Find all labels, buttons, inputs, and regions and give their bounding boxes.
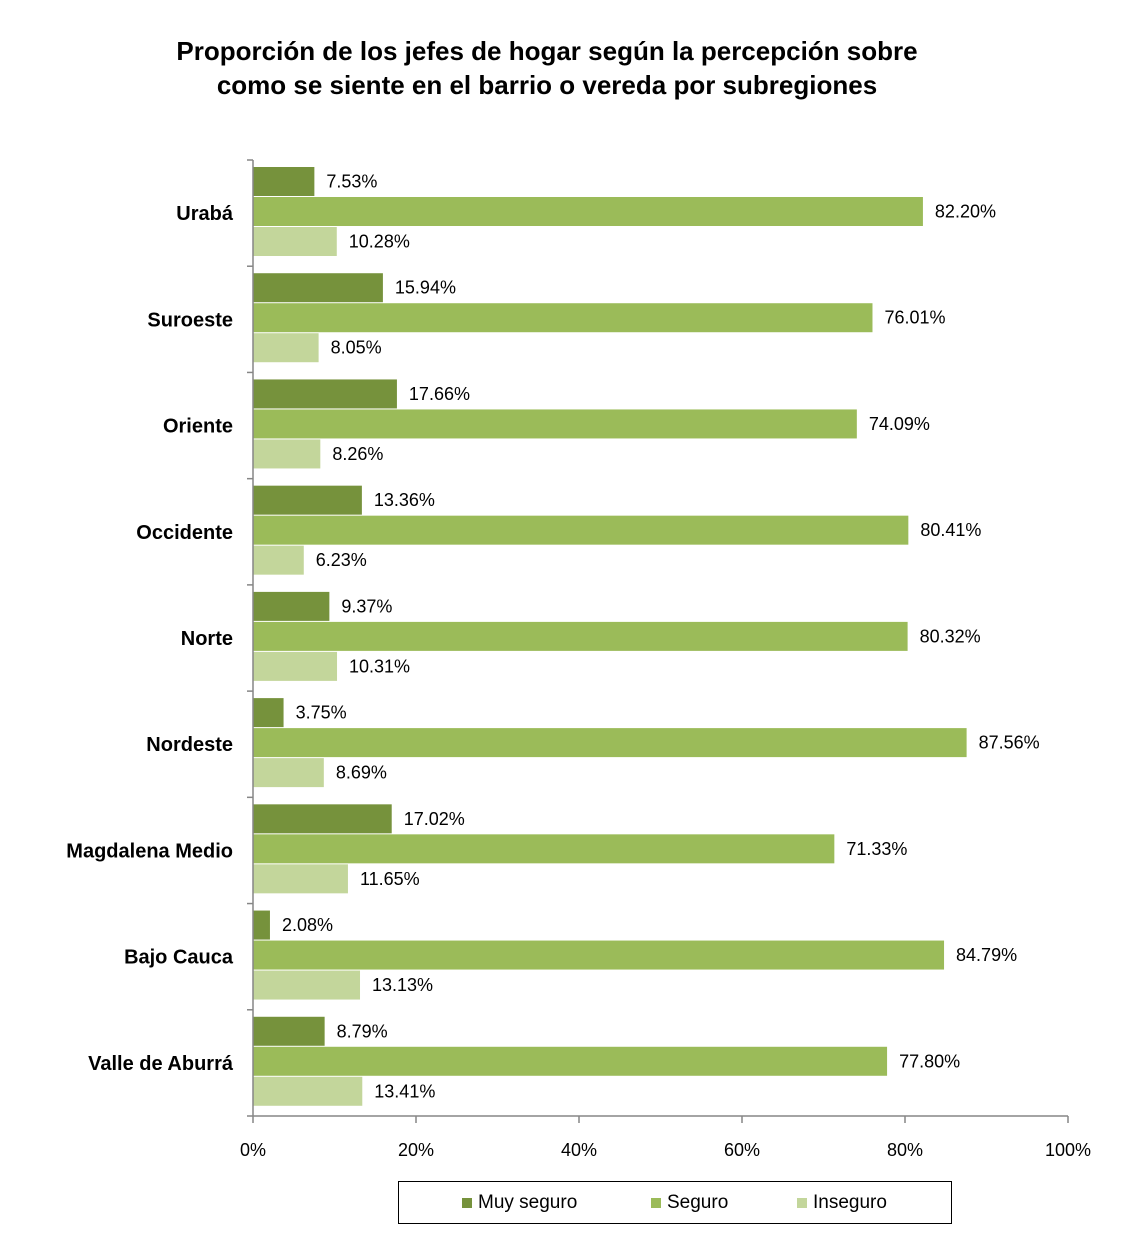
legend: Muy seguro Seguro Inseguro xyxy=(398,1181,952,1224)
bar-bajo-cauca-seguro xyxy=(253,940,945,970)
chart-title-line-2: como se siente en el barrio o vereda por… xyxy=(216,70,878,100)
data-label-oriente-inseguro: 8.26% xyxy=(332,444,383,464)
legend-label-muy-seguro: Muy seguro xyxy=(478,1192,578,1213)
chart-title: Proporción de los jefes de hogar según l… xyxy=(0,34,1094,102)
data-label-suroeste-muy-seguro: 15.94% xyxy=(395,278,456,298)
legend-item-seguro: Seguro xyxy=(651,1192,728,1214)
category-label-occidente: Occidente xyxy=(136,522,233,544)
data-label-urab--inseguro: 10.28% xyxy=(349,232,410,252)
bar-suroeste-seguro xyxy=(253,303,873,333)
bar-nordeste-inseguro xyxy=(253,758,324,788)
category-label-bajo-cauca: Bajo Cauca xyxy=(124,947,234,969)
data-label-occidente-muy-seguro: 13.36% xyxy=(374,490,435,510)
bar-occidente-inseguro xyxy=(253,545,304,575)
bar-valle-de-aburr--muy-seguro xyxy=(253,1016,325,1046)
bar-magdalena-medio-seguro xyxy=(253,834,835,864)
bar-valle-de-aburr--seguro xyxy=(253,1046,888,1076)
bar-bajo-cauca-muy-seguro xyxy=(253,910,270,940)
data-label-nordeste-muy-seguro: 3.75% xyxy=(296,703,347,723)
bar-nordeste-muy-seguro xyxy=(253,698,284,728)
data-label-bajo-cauca-muy-seguro: 2.08% xyxy=(282,915,333,935)
data-label-norte-seguro: 80.32% xyxy=(920,626,981,646)
data-label-norte-inseguro: 10.31% xyxy=(349,656,410,676)
category-label-valle-de-aburr-: Valle de Aburrá xyxy=(88,1053,234,1075)
data-label-urab--seguro: 82.20% xyxy=(935,202,996,222)
bar-oriente-muy-seguro xyxy=(253,379,397,409)
bar-oriente-seguro xyxy=(253,409,857,439)
legend-label-seguro: Seguro xyxy=(667,1192,729,1213)
category-label-magdalena-medio: Magdalena Medio xyxy=(66,840,233,862)
bar-urab--muy-seguro xyxy=(253,167,315,196)
bar-norte-inseguro xyxy=(253,651,338,681)
bar-suroeste-muy-seguro xyxy=(253,273,383,303)
legend-swatch-muy-seguro xyxy=(462,1198,472,1208)
category-label-urab-: Urabá xyxy=(176,203,234,225)
data-label-oriente-seguro: 74.09% xyxy=(869,414,930,434)
bar-urab--inseguro xyxy=(253,227,337,256)
x-tick-label: 60% xyxy=(724,1140,760,1160)
x-tick-label: 80% xyxy=(887,1140,923,1160)
category-label-oriente: Oriente xyxy=(163,416,233,438)
x-tick-label: 0% xyxy=(240,1140,266,1160)
data-label-occidente-seguro: 80.41% xyxy=(920,520,981,540)
legend-swatch-inseguro xyxy=(797,1198,807,1208)
bar-bajo-cauca-inseguro xyxy=(253,970,361,1000)
legend-item-muy-seguro: Muy seguro xyxy=(462,1192,577,1214)
data-label-suroeste-seguro: 76.01% xyxy=(884,308,945,328)
bar-norte-seguro xyxy=(253,621,908,651)
data-label-oriente-muy-seguro: 17.66% xyxy=(409,384,470,404)
x-tick-label: 20% xyxy=(398,1140,434,1160)
data-label-bajo-cauca-inseguro: 13.13% xyxy=(372,975,433,995)
category-label-suroeste: Suroeste xyxy=(147,309,233,331)
data-label-urab--muy-seguro: 7.53% xyxy=(326,172,377,192)
legend-label-inseguro: Inseguro xyxy=(813,1192,887,1213)
bar-oriente-inseguro xyxy=(253,439,321,469)
chart-title-line-1: Proporción de los jefes de hogar según l… xyxy=(176,36,918,66)
legend-swatch-seguro xyxy=(651,1198,661,1208)
category-label-norte: Norte xyxy=(181,628,233,650)
data-label-norte-muy-seguro: 9.37% xyxy=(341,596,392,616)
bar-magdalena-medio-muy-seguro xyxy=(253,804,392,834)
legend-item-inseguro: Inseguro xyxy=(797,1192,887,1214)
bar-suroeste-inseguro xyxy=(253,333,319,363)
data-label-nordeste-inseguro: 8.69% xyxy=(336,763,387,783)
data-label-bajo-cauca-seguro: 84.79% xyxy=(956,945,1017,965)
bar-urab--seguro xyxy=(253,197,923,226)
data-label-magdalena-medio-muy-seguro: 17.02% xyxy=(404,809,465,829)
data-label-valle-de-aburr--muy-seguro: 8.79% xyxy=(337,1021,388,1041)
data-label-valle-de-aburr--seguro: 77.80% xyxy=(899,1051,960,1071)
bar-magdalena-medio-inseguro xyxy=(253,864,348,894)
data-label-suroeste-inseguro: 8.05% xyxy=(331,338,382,358)
bar-occidente-muy-seguro xyxy=(253,485,362,515)
category-label-nordeste: Nordeste xyxy=(146,734,233,756)
data-label-magdalena-medio-seguro: 71.33% xyxy=(846,839,907,859)
bar-valle-de-aburr--inseguro xyxy=(253,1076,363,1106)
x-tick-label: 100% xyxy=(1045,1140,1091,1160)
x-tick-label: 40% xyxy=(561,1140,597,1160)
data-label-valle-de-aburr--inseguro: 13.41% xyxy=(374,1081,435,1101)
bar-nordeste-seguro xyxy=(253,728,967,758)
data-label-occidente-inseguro: 6.23% xyxy=(316,550,367,570)
data-label-nordeste-seguro: 87.56% xyxy=(979,733,1040,753)
bar-norte-muy-seguro xyxy=(253,591,330,621)
bar-occidente-seguro xyxy=(253,515,909,545)
data-label-magdalena-medio-inseguro: 11.65% xyxy=(360,869,420,889)
